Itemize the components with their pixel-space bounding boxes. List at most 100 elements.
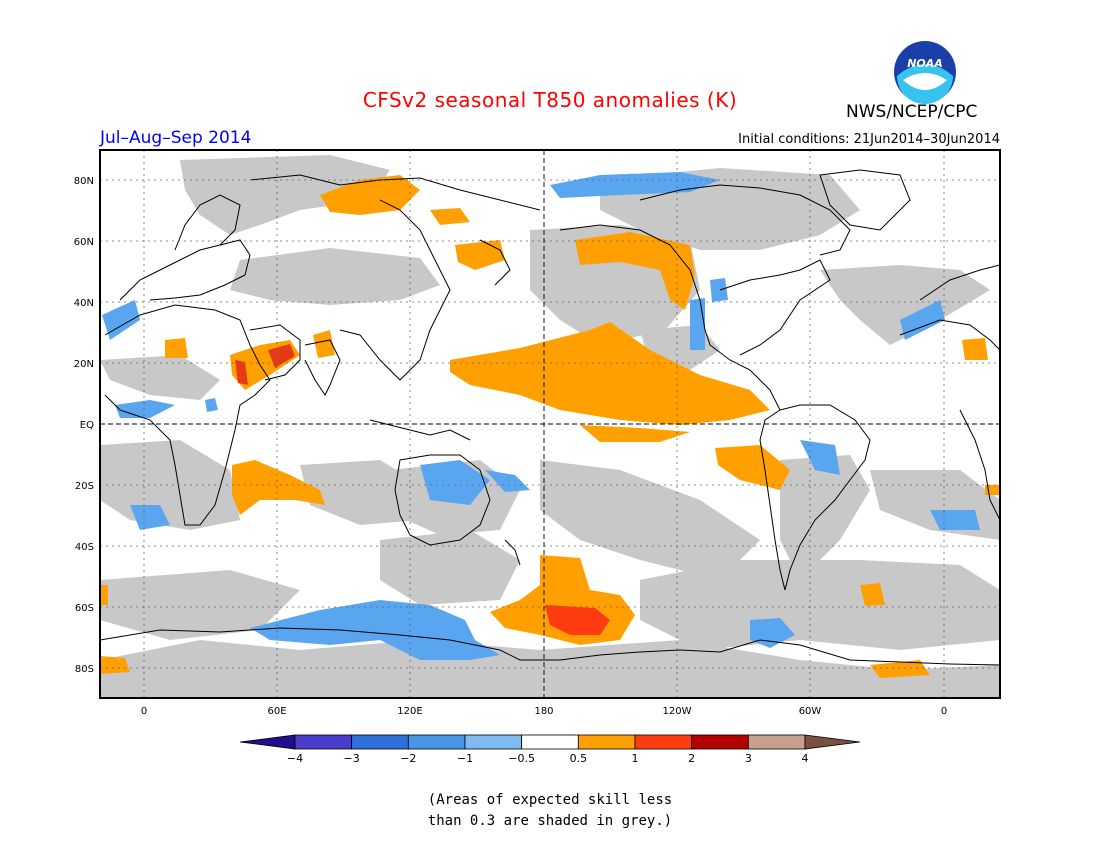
- legend-swatch: [464, 734, 523, 750]
- warm-region-central-pacific: [450, 322, 770, 425]
- lon-label: 0: [941, 706, 947, 717]
- legend-arrow-high: [804, 734, 861, 750]
- coast-asia-east: [339, 199, 451, 381]
- lat-label: EQ: [80, 420, 94, 431]
- warm-region-west-edge: [100, 585, 108, 605]
- hot-region-southern-ocean: [545, 605, 610, 635]
- warm-region-equatorial-pacific: [580, 425, 690, 442]
- noaa-logo-icon: NOAA: [893, 40, 957, 104]
- initial-conditions: Initial conditions: 21Jun2014–30Jun2014: [738, 132, 1000, 147]
- legend-swatch: [294, 734, 353, 750]
- lon-label: 0: [141, 706, 147, 717]
- coast-europe-east-edge: [919, 264, 1000, 301]
- hot-region-arabia: [268, 344, 295, 368]
- legend-label: −4: [287, 752, 303, 765]
- coast-north-america-east: [719, 259, 831, 356]
- grey-region-antarctic: [100, 640, 1000, 698]
- grey-region-eurasia: [230, 248, 440, 305]
- warm-region-south-atlantic-small: [860, 583, 885, 606]
- lat-label: 20N: [74, 359, 94, 370]
- legend-swatch: [521, 734, 579, 750]
- coast-canada-arctic: [639, 184, 851, 256]
- cool-anomaly-areas: [102, 172, 980, 660]
- coast-australia: [394, 454, 491, 546]
- legend-label: −1: [457, 752, 473, 765]
- coast-europe: [119, 239, 251, 301]
- coast-africa-east-edge-south: [959, 409, 1000, 521]
- grey-region-southern-ocean-mid: [380, 530, 520, 605]
- cool-region-south-america: [800, 440, 840, 475]
- coast-new-zealand: [504, 539, 521, 566]
- grey-region-arctic-europe: [180, 155, 390, 235]
- coast-africa: [104, 304, 271, 526]
- anomaly-map: 80N 60N 40N 20N EQ 20S 40S 60S 80S 0 60E…: [74, 149, 1001, 765]
- grey-region-south-america: [780, 455, 870, 580]
- coast-siberia: [249, 174, 541, 211]
- longitude-labels: 0 60E 120E 180 120W 60W 0: [141, 706, 947, 717]
- coast-india: [304, 339, 341, 396]
- warm-region-sahara: [165, 338, 188, 358]
- color-legend: −4 −3 −2 −1 −0.5 0.5 1 2 3 4: [239, 734, 861, 765]
- lon-label: 60W: [799, 706, 822, 717]
- warm-region-east-pacific-south: [715, 445, 790, 490]
- coast-scandinavia: [174, 194, 241, 251]
- legend-label: −0.5: [508, 752, 535, 765]
- warm-region-india: [313, 330, 335, 358]
- legend-label: 3: [745, 752, 752, 765]
- warm-region-west-edge-south: [100, 656, 130, 674]
- legend-label: −2: [400, 752, 416, 765]
- cool-region-arctic: [550, 172, 720, 198]
- cool-region-coral-sea: [485, 470, 530, 492]
- skill-footnote: (Areas of expected skill less than 0.3 a…: [0, 790, 1100, 832]
- lat-label: 20S: [75, 481, 94, 492]
- latitude-labels: 80N 60N 40N 20N EQ 20S 40S 60S 80S: [74, 176, 94, 675]
- legend-swatch: [351, 734, 409, 750]
- lat-label: 80N: [74, 176, 94, 187]
- warm-region-alaska: [575, 232, 695, 310]
- hot-region-red-sea: [235, 360, 248, 385]
- reference-lines: [100, 150, 1000, 698]
- lat-label: 60N: [74, 237, 94, 248]
- lat-label: 40N: [74, 298, 94, 309]
- warm-region-antarctic-east: [870, 660, 930, 678]
- legend-label: 0.5: [570, 752, 588, 765]
- warm-region-africa-south: [232, 460, 325, 515]
- coast-greenland: [819, 169, 911, 231]
- map-title: CFSv2 seasonal T850 anomalies (K): [362, 88, 738, 112]
- coast-antarctica: [100, 627, 1000, 666]
- grey-region-north-atlantic: [820, 265, 990, 345]
- warm-region-arctic-russia: [430, 208, 470, 225]
- warm-anomaly-areas: [100, 175, 1000, 678]
- coast-north-america: [559, 224, 781, 411]
- grey-region-southern-ocean-west: [100, 570, 300, 640]
- legend-swatch: [634, 734, 693, 750]
- agency-label: NWS/NCEP/CPC: [846, 102, 978, 122]
- noaa-logo-text: NOAA: [907, 57, 943, 70]
- grey-region-africa-east: [100, 355, 220, 400]
- cool-region-south-atlantic-west: [130, 505, 170, 530]
- forecast-period: Jul–Aug–Sep 2014: [100, 128, 252, 148]
- graticule: [100, 150, 1000, 698]
- legend-swatch: [407, 734, 466, 750]
- warm-region-atlantic-east: [962, 338, 988, 360]
- coast-indonesia: [369, 419, 471, 441]
- cool-region-north-atlantic: [710, 278, 728, 302]
- coast-arabia: [249, 324, 301, 381]
- legend-label: 1: [632, 752, 639, 765]
- legend-label: 2: [688, 752, 695, 765]
- warm-region-east-asia: [455, 240, 505, 270]
- legend-swatch: [691, 734, 749, 750]
- legend-arrow-low: [239, 734, 296, 750]
- hot-anomaly-areas: [235, 344, 610, 635]
- footnote-line-1: (Areas of expected skill less: [427, 792, 673, 808]
- legend-swatch: [747, 734, 806, 750]
- cool-region-south-atlantic-east: [930, 510, 980, 530]
- lon-label: 120E: [397, 706, 422, 717]
- coast-kamchatka: [479, 239, 511, 286]
- cool-region-mediterranean-east: [900, 300, 945, 340]
- lon-label: 60E: [267, 706, 286, 717]
- grey-region-southern-ocean-east: [640, 560, 1000, 650]
- cool-region-africa-west: [205, 398, 218, 412]
- lon-label: 120W: [663, 706, 692, 717]
- lat-label: 60S: [75, 603, 94, 614]
